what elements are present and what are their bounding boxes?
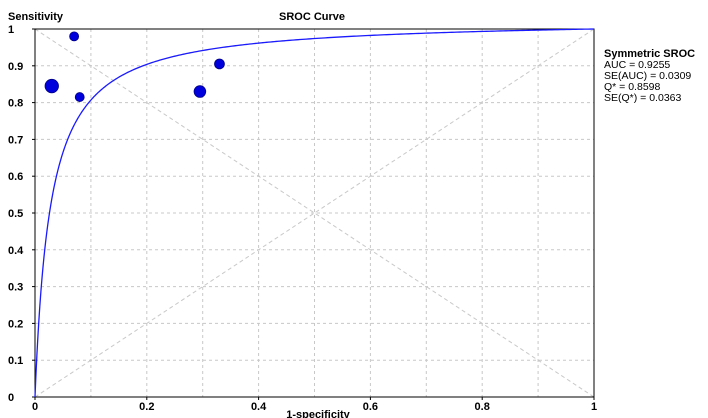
y-tick-label: 0.8 — [8, 98, 23, 110]
se-auc-label: SE(AUC) = 0.0309 — [604, 70, 691, 82]
x-tick-label: 1 — [591, 401, 597, 413]
y-axis-label: Sensitivity — [8, 11, 64, 23]
y-tick-label: 0.5 — [8, 208, 23, 220]
stats-legend: Symmetric SROC AUC = 0.9255 SE(AUC) = 0.… — [604, 48, 695, 104]
x-tick-label: 0.2 — [139, 401, 154, 413]
study-point — [214, 58, 225, 70]
y-tick-label: 1 — [8, 24, 14, 36]
auc-label: AUC = 0.9255 — [604, 59, 670, 71]
study-point — [69, 31, 80, 42]
x-tick-label: 0.8 — [475, 401, 490, 413]
x-tick-label: 0.6 — [363, 401, 378, 413]
y-tick-label: 0.3 — [8, 282, 23, 294]
x-tick-label: 0 — [32, 401, 38, 413]
sroc-curve — [34, 28, 595, 397]
y-tick-label: 0 — [8, 392, 14, 404]
y-tick-label: 0.7 — [8, 134, 23, 146]
x-ticks: 0 0.2 0.4 0.6 0.8 1 — [32, 397, 597, 413]
q-star-label: Q* = 0.8598 — [604, 81, 660, 93]
chart-title: SROC Curve — [279, 11, 345, 23]
y-ticks: 0 0.1 0.2 0.3 0.4 0.5 0.6 0.7 0.8 0.9 1 — [8, 24, 35, 404]
study-point — [44, 78, 59, 94]
y-tick-label: 0.1 — [8, 355, 23, 367]
y-tick-label: 0.2 — [8, 318, 23, 330]
y-tick-label: 0.4 — [8, 245, 24, 257]
grid — [35, 29, 594, 397]
y-tick-label: 0.6 — [8, 171, 23, 183]
study-points — [44, 31, 225, 102]
study-point — [193, 85, 207, 98]
legend-title: Symmetric SROC — [604, 48, 695, 60]
se-q-star-label: SE(Q*) = 0.0363 — [604, 92, 681, 104]
x-tick-label: 0.4 — [251, 401, 267, 413]
y-tick-label: 0.9 — [8, 61, 23, 73]
x-axis-label: 1-specificity — [286, 409, 350, 418]
study-point — [74, 92, 85, 102]
